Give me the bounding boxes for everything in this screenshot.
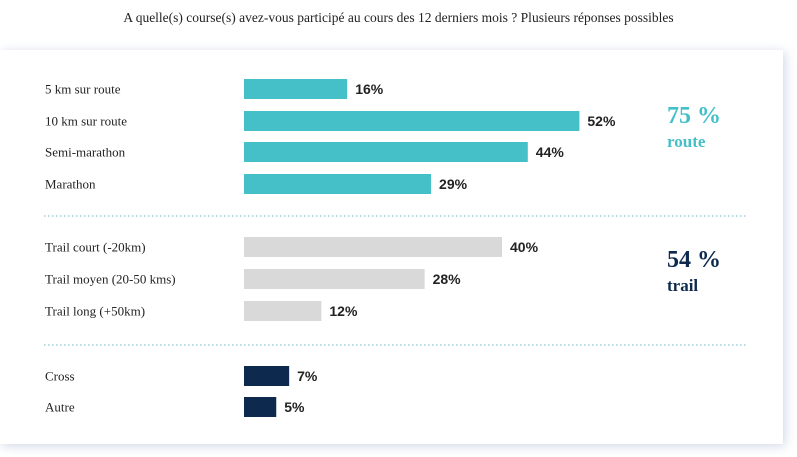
bar	[244, 366, 290, 386]
category-label: 5 km sur route	[45, 82, 121, 97]
category-label: 10 km sur route	[45, 114, 127, 129]
category-label: Autre	[45, 400, 75, 415]
value-label: 7%	[297, 368, 318, 384]
bar	[244, 142, 528, 162]
group-total-label: 75 %	[667, 103, 721, 129]
bar	[244, 174, 432, 194]
bar	[244, 269, 425, 289]
page-title: A quelle(s) course(s) avez-vous particip…	[123, 10, 674, 25]
bar-chart: 5 km sur route 16% 10 km sur route 52% Semi-…	[44, 79, 748, 417]
group-name-label: trail	[667, 276, 698, 295]
value-label: 44%	[536, 144, 565, 160]
bar	[244, 79, 348, 99]
category-label: Marathon	[45, 177, 96, 192]
value-label: 16%	[355, 81, 384, 97]
value-label: 12%	[329, 303, 358, 319]
bar	[244, 237, 502, 257]
category-label: Cross	[45, 369, 75, 384]
category-label: Trail long (+50km)	[45, 304, 145, 319]
bar	[244, 111, 580, 131]
chart-panel: 5 km sur route 16% 10 km sur route 52% Semi-…	[0, 50, 783, 444]
group-name-label: route	[667, 132, 706, 151]
value-label: 5%	[284, 399, 305, 415]
group-total-label: 54 %	[667, 247, 721, 273]
value-label: 52%	[587, 113, 616, 129]
value-label: 40%	[510, 239, 539, 255]
value-label: 29%	[439, 176, 468, 192]
category-label: Semi-marathon	[45, 145, 126, 160]
category-label: Trail court (-20km)	[45, 240, 146, 255]
category-label: Trail moyen (20-50 kms)	[45, 272, 176, 287]
bar	[244, 397, 277, 417]
bar	[244, 301, 322, 321]
value-label: 28%	[433, 271, 462, 287]
